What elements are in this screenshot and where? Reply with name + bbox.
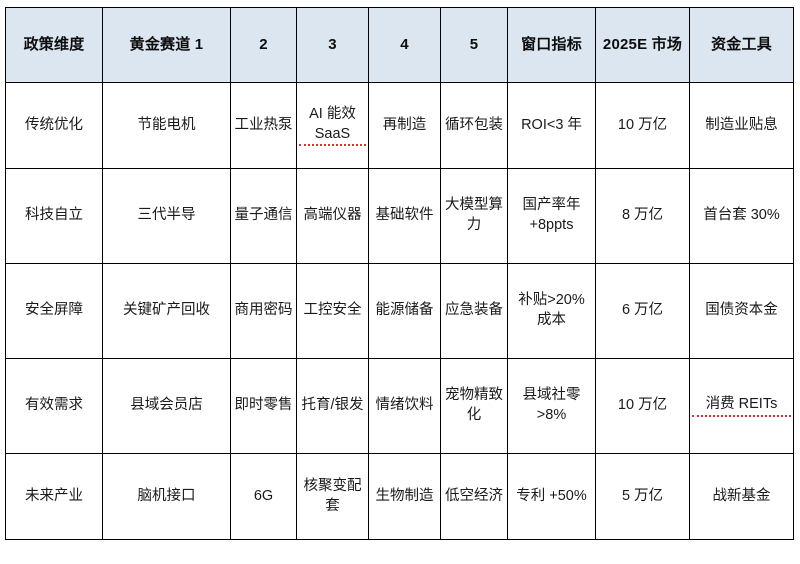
column-header-golden-track-2[interactable]: 2 bbox=[230, 7, 297, 83]
cell-policy-dimension[interactable]: 传统优化 bbox=[5, 82, 103, 169]
cell-policy-dimension[interactable]: 未来产业 bbox=[5, 453, 103, 540]
column-header-golden-track-1[interactable]: 黄金赛道 1 bbox=[102, 7, 231, 83]
cell-track-2[interactable]: 即时零售 bbox=[230, 358, 297, 454]
table-row: 传统优化 节能电机 工业热泵 AI 能效 SaaS 再制造 循环包装 ROI<3… bbox=[5, 82, 794, 169]
column-header-golden-track-5[interactable]: 5 bbox=[440, 7, 508, 83]
cell-window-metric[interactable]: 国产率年 +8ppts bbox=[507, 168, 596, 264]
cell-track-4[interactable]: 生物制造 bbox=[368, 453, 441, 540]
cell-funding-tool[interactable]: 制造业贴息 bbox=[689, 82, 794, 169]
cell-funding-tool[interactable]: 战新基金 bbox=[689, 453, 794, 540]
cell-track-3[interactable]: AI 能效 SaaS bbox=[296, 82, 369, 169]
column-header-funding-tool[interactable]: 资金工具 bbox=[689, 7, 794, 83]
cell-track-1[interactable]: 三代半导 bbox=[102, 168, 231, 264]
cell-funding-tool-text: 消费 REITs bbox=[692, 395, 791, 417]
cell-policy-dimension[interactable]: 安全屏障 bbox=[5, 263, 103, 359]
table-row: 有效需求 县域会员店 即时零售 托育/银发 情绪饮料 宠物精致化 县域社零>8%… bbox=[5, 358, 794, 454]
cell-track-2[interactable]: 量子通信 bbox=[230, 168, 297, 264]
cell-track-3[interactable]: 高端仪器 bbox=[296, 168, 369, 264]
cell-market-2025e[interactable]: 5 万亿 bbox=[595, 453, 690, 540]
table-row: 安全屏障 关键矿产回收 商用密码 工控安全 能源储备 应急装备 补贴>20% 成… bbox=[5, 263, 794, 359]
cell-policy-dimension[interactable]: 科技自立 bbox=[5, 168, 103, 264]
cell-track-1[interactable]: 县域会员店 bbox=[102, 358, 231, 454]
cell-track-5[interactable]: 循环包装 bbox=[440, 82, 508, 169]
cell-track-5[interactable]: 低空经济 bbox=[440, 453, 508, 540]
cell-track-3[interactable]: 工控安全 bbox=[296, 263, 369, 359]
cell-track-1[interactable]: 节能电机 bbox=[102, 82, 231, 169]
cell-track-4[interactable]: 能源储备 bbox=[368, 263, 441, 359]
cell-window-metric[interactable]: 县域社零>8% bbox=[507, 358, 596, 454]
cell-policy-dimension[interactable]: 有效需求 bbox=[5, 358, 103, 454]
cell-track-1[interactable]: 脑机接口 bbox=[102, 453, 231, 540]
cell-track-4[interactable]: 基础软件 bbox=[368, 168, 441, 264]
cell-track-4[interactable]: 情绪饮料 bbox=[368, 358, 441, 454]
cell-funding-tool[interactable]: 国债资本金 bbox=[689, 263, 794, 359]
cell-track-2[interactable]: 6G bbox=[230, 453, 297, 540]
column-header-golden-track-4[interactable]: 4 bbox=[368, 7, 441, 83]
table-row: 科技自立 三代半导 量子通信 高端仪器 基础软件 大模型算力 国产率年 +8pp… bbox=[5, 168, 794, 264]
cell-window-metric[interactable]: 专利 +50% bbox=[507, 453, 596, 540]
cell-track-2[interactable]: 商用密码 bbox=[230, 263, 297, 359]
table-header-row: 政策维度 黄金赛道 1 2 3 4 5 窗口指标 2025E 市场 资金工具 bbox=[5, 7, 794, 83]
column-header-policy-dimension[interactable]: 政策维度 bbox=[5, 7, 103, 83]
cell-track-2[interactable]: 工业热泵 bbox=[230, 82, 297, 169]
cell-track-3-text: AI 能效 SaaS bbox=[299, 105, 366, 147]
cell-market-2025e[interactable]: 8 万亿 bbox=[595, 168, 690, 264]
policy-dimension-table: 政策维度 黄金赛道 1 2 3 4 5 窗口指标 2025E 市场 资金工具 传… bbox=[5, 7, 794, 540]
cell-track-1[interactable]: 关键矿产回收 bbox=[102, 263, 231, 359]
cell-track-5[interactable]: 应急装备 bbox=[440, 263, 508, 359]
cell-market-2025e[interactable]: 6 万亿 bbox=[595, 263, 690, 359]
cell-track-5[interactable]: 大模型算力 bbox=[440, 168, 508, 264]
cell-window-metric[interactable]: ROI<3 年 bbox=[507, 82, 596, 169]
cell-funding-tool[interactable]: 首台套 30% bbox=[689, 168, 794, 264]
column-header-window-metric[interactable]: 窗口指标 bbox=[507, 7, 596, 83]
table-row: 未来产业 脑机接口 6G 核聚变配套 生物制造 低空经济 专利 +50% 5 万… bbox=[5, 453, 794, 540]
cell-track-4[interactable]: 再制造 bbox=[368, 82, 441, 169]
column-header-golden-track-3[interactable]: 3 bbox=[296, 7, 369, 83]
cell-market-2025e[interactable]: 10 万亿 bbox=[595, 358, 690, 454]
cell-window-metric[interactable]: 补贴>20% 成本 bbox=[507, 263, 596, 359]
cell-market-2025e[interactable]: 10 万亿 bbox=[595, 82, 690, 169]
column-header-market-2025e[interactable]: 2025E 市场 bbox=[595, 7, 690, 83]
cell-track-3[interactable]: 托育/银发 bbox=[296, 358, 369, 454]
cell-funding-tool[interactable]: 消费 REITs bbox=[689, 358, 794, 454]
cell-track-5[interactable]: 宠物精致化 bbox=[440, 358, 508, 454]
cell-track-3[interactable]: 核聚变配套 bbox=[296, 453, 369, 540]
